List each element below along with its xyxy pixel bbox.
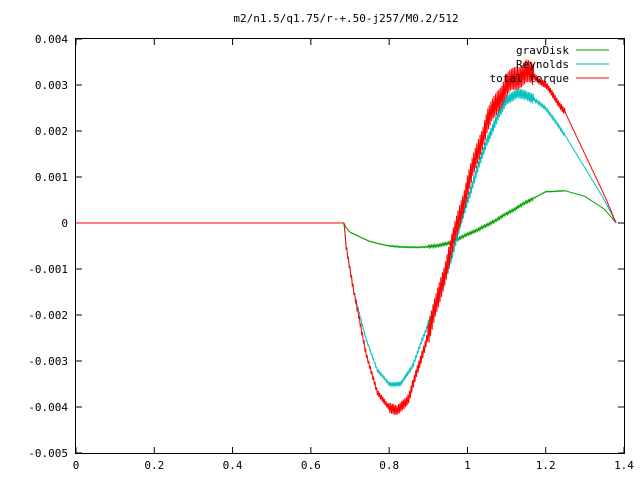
x-tick-label: 0.2 <box>144 459 164 472</box>
x-tick-label: 0.6 <box>301 459 321 472</box>
y-tick-label: 0.004 <box>35 33 68 46</box>
chart-title: m2/n1.5/q1.75/r-+.50-j257/M0.2/512 <box>233 12 458 25</box>
y-tick-label: -0.001 <box>28 263 68 276</box>
y-tick-label: -0.005 <box>28 447 68 460</box>
y-tick-label: 0.003 <box>35 79 68 92</box>
y-tick-label: 0 <box>61 217 68 230</box>
x-tick-label: 1.2 <box>536 459 556 472</box>
series-line-total-torque <box>76 59 617 415</box>
x-tick-label: 0 <box>73 459 80 472</box>
y-tick-label: -0.003 <box>28 355 68 368</box>
y-tick-label: -0.002 <box>28 309 68 322</box>
series-line-gravdisk <box>76 189 617 250</box>
series-layer <box>76 59 617 415</box>
x-axis: 0 0.2 0.4 0.6 0.8 1 1.2 1.4 <box>73 39 634 472</box>
y-tick-label: 0.001 <box>35 171 68 184</box>
y-tick-label: -0.004 <box>28 401 68 414</box>
legend-label: total torque <box>490 72 569 85</box>
x-tick-label: 0.8 <box>379 459 399 472</box>
x-tick-label: 1 <box>464 459 471 472</box>
legend-label: Reynolds <box>516 58 569 71</box>
y-axis: 0.004 0.003 0.002 0.001 0 -0.001 -0.002 -0.003 -… <box>28 33 624 460</box>
legend-label: gravDisk <box>516 44 569 57</box>
x-tick-label: 1.4 <box>614 459 634 472</box>
plot-frame <box>75 38 625 454</box>
x-tick-label: 0.4 <box>223 459 243 472</box>
series-line-reynolds <box>76 88 617 387</box>
y-tick-label: 0.002 <box>35 125 68 138</box>
